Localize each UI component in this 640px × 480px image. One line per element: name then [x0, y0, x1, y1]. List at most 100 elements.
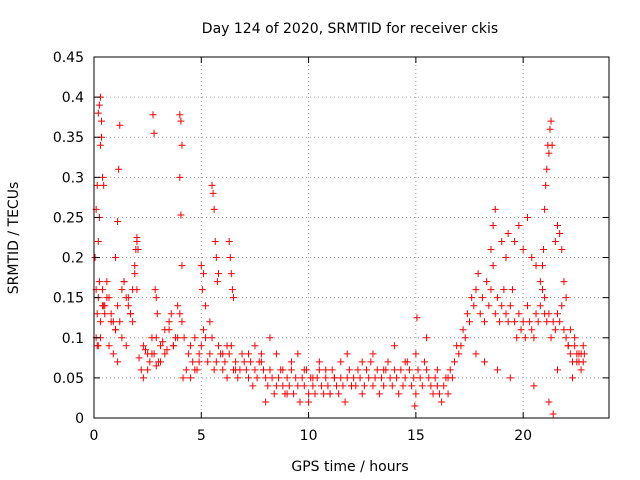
data-point	[502, 254, 510, 262]
data-point	[511, 238, 519, 246]
data-point	[476, 310, 484, 318]
data-point	[558, 302, 566, 310]
y-tick-label: 0.2	[62, 251, 84, 267]
data-point	[521, 334, 529, 342]
data-point	[487, 246, 495, 254]
data-point	[134, 246, 142, 254]
data-point	[538, 262, 546, 270]
data-point	[371, 374, 379, 382]
data-point	[247, 358, 255, 366]
data-point	[287, 366, 295, 374]
data-point	[399, 382, 407, 390]
data-point	[283, 374, 291, 382]
data-point	[330, 374, 338, 382]
data-point	[238, 350, 246, 358]
data-point	[262, 398, 270, 406]
data-point	[221, 358, 229, 366]
data-point	[481, 318, 489, 326]
data-point	[506, 374, 514, 382]
data-point	[103, 294, 111, 302]
data-point	[504, 318, 512, 326]
data-point	[496, 318, 504, 326]
data-point	[279, 366, 287, 374]
data-point	[178, 318, 186, 326]
data-point	[93, 342, 101, 350]
y-tick-label: 0.25	[53, 210, 84, 226]
data-point	[100, 181, 108, 189]
data-point	[298, 374, 306, 382]
data-point	[472, 286, 480, 294]
data-point	[543, 165, 551, 173]
data-point	[343, 374, 351, 382]
data-point	[532, 262, 540, 270]
data-point	[212, 254, 220, 262]
data-point	[466, 318, 474, 326]
data-point	[350, 374, 358, 382]
data-point	[184, 350, 192, 358]
data-point	[483, 278, 491, 286]
data-point	[219, 350, 227, 358]
data-point	[114, 217, 122, 225]
data-point	[202, 334, 210, 342]
data-point	[418, 382, 426, 390]
data-point	[358, 390, 366, 398]
data-point	[444, 390, 452, 398]
data-point	[315, 366, 323, 374]
data-point	[210, 205, 218, 213]
data-point	[227, 270, 235, 278]
tick-labels: 0 5 10 15 20 0 0.05 0.1 0.15 0.2 0.25 0.3 0.35 0.4 0.4…	[53, 50, 532, 444]
y-tick-label: 0.45	[53, 50, 84, 66]
data-point	[489, 262, 497, 270]
data-point	[532, 310, 540, 318]
data-point	[191, 366, 199, 374]
y-axis-label: SRMTID / TECUs	[6, 182, 22, 295]
data-point	[176, 310, 184, 318]
data-point	[257, 358, 265, 366]
data-point	[463, 310, 471, 318]
data-point	[144, 366, 152, 374]
data-point	[249, 382, 257, 390]
data-point	[470, 302, 478, 310]
data-point	[425, 374, 433, 382]
data-point	[472, 350, 480, 358]
data-point	[197, 262, 205, 270]
data-points	[91, 93, 588, 418]
data-point	[126, 310, 134, 318]
data-point	[390, 366, 398, 374]
data-point	[345, 366, 353, 374]
data-point	[474, 270, 482, 278]
data-point	[541, 294, 549, 302]
data-point	[508, 286, 516, 294]
data-point	[363, 366, 371, 374]
data-point	[446, 366, 454, 374]
data-point	[294, 350, 302, 358]
data-point	[455, 350, 463, 358]
data-point	[165, 318, 173, 326]
data-point	[159, 338, 167, 346]
data-point	[152, 362, 160, 370]
data-point	[208, 181, 216, 189]
data-point	[137, 366, 145, 374]
data-point	[213, 278, 221, 286]
data-point	[152, 294, 160, 302]
data-point	[528, 254, 536, 262]
y-tick-label: 0.05	[53, 371, 84, 387]
data-point	[189, 358, 197, 366]
data-point	[433, 366, 441, 374]
data-point	[111, 326, 119, 334]
data-point	[96, 318, 104, 326]
data-point	[517, 326, 525, 334]
data-point	[223, 374, 231, 382]
chart-title: Day 124 of 2020, SRMTID for receiver cki…	[202, 21, 498, 37]
data-point	[199, 270, 207, 278]
data-point	[558, 246, 566, 254]
data-point	[283, 390, 291, 398]
data-point	[315, 358, 323, 366]
data-point	[223, 342, 231, 350]
data-point	[292, 374, 300, 382]
data-point	[124, 294, 132, 302]
data-point	[515, 221, 523, 229]
data-point	[120, 278, 128, 286]
data-point	[564, 342, 572, 350]
data-point	[481, 358, 489, 366]
